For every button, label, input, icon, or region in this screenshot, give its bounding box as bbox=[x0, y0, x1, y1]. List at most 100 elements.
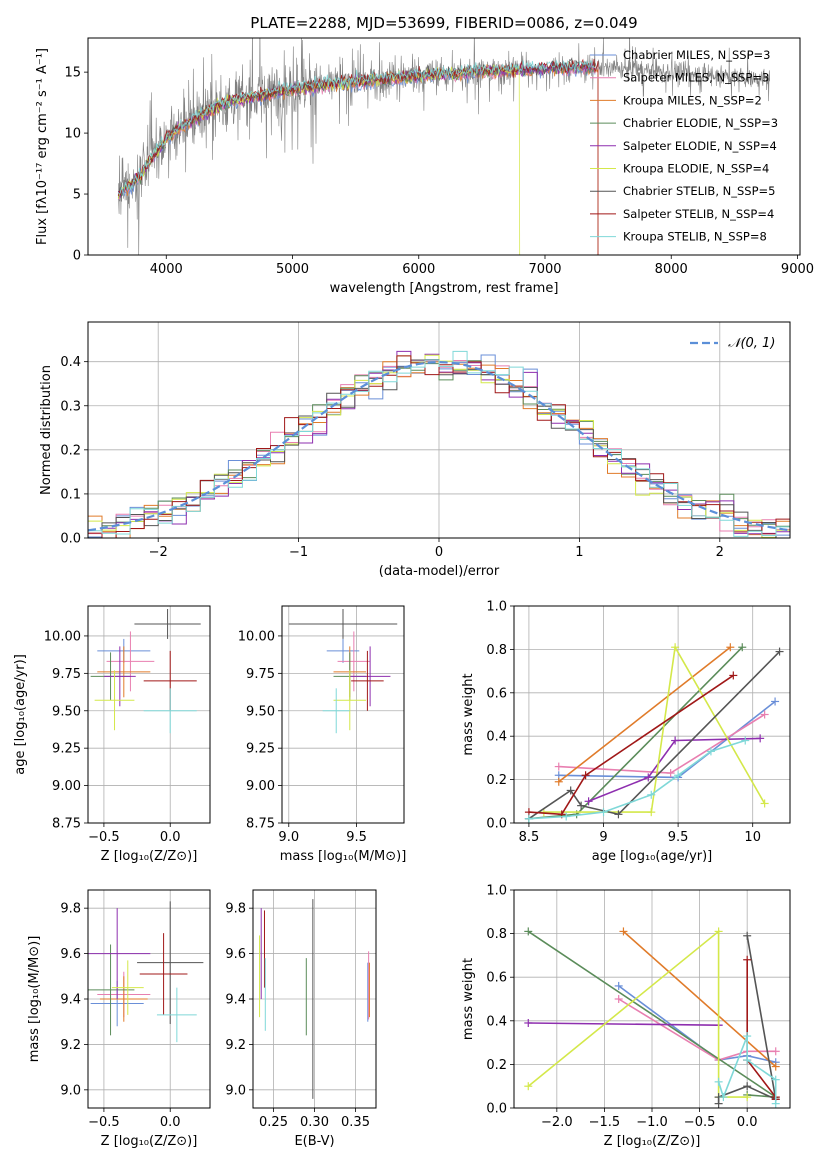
x-tick-label: 10 bbox=[744, 830, 761, 845]
y-axis-label: Normed distribution bbox=[39, 365, 54, 495]
mass-vs-extinction-panel: 0.25 0.30 0.35 9.0 9.2 9.4 9.6 9.8 E(B-V) bbox=[225, 889, 377, 1149]
ticks: 8.5 9 9.5 10 0.0 0.2 0.4 0.6 0.8 1.0 bbox=[486, 600, 761, 846]
legend-label-kroupa_elodie: Kroupa ELODIE, N_SSP=4 bbox=[623, 162, 769, 176]
axes-frame bbox=[513, 605, 791, 824]
x-axis-label: Z [log₁₀(Z/Z⊙)] bbox=[604, 1134, 701, 1149]
spectrum-panel: 4000 5000 6000 7000 8000 9000 0 5 10 15 wavelength… bbox=[35, 14, 814, 296]
y-tick-label: 9.25 bbox=[52, 742, 81, 757]
ticks: −0.5 0.0 8.75 9.00 9.25 9.50 9.75 10.00 bbox=[44, 629, 181, 845]
x-axis-label: mass [log₁₀(M/M⊙)] bbox=[280, 849, 407, 864]
y-tick-label: 9.25 bbox=[246, 742, 275, 757]
y-tick-label: 9.6 bbox=[225, 947, 246, 962]
ticks: −2.0 −1.5 −1.0 −0.5 0.0 0.0 0.2 0.4 0.6 0.8 1.0 bbox=[486, 884, 757, 1131]
x-tick-label: 0 bbox=[435, 545, 443, 560]
weight-line-salpeter_miles bbox=[618, 998, 776, 1061]
y-tick-label: 8.75 bbox=[52, 817, 81, 832]
y-tick-label: 9.00 bbox=[52, 779, 81, 794]
plot-area bbox=[288, 608, 398, 734]
y-tick-label: 0.1 bbox=[60, 487, 81, 502]
y-tick-label: 0.2 bbox=[486, 1058, 507, 1073]
y-axis-label: mass [log₁₀(M/M⊙)] bbox=[27, 936, 42, 1063]
x-tick-label: −1 bbox=[289, 545, 308, 560]
y-tick-label: 5 bbox=[73, 188, 81, 203]
y-tick-label: 0.2 bbox=[60, 443, 81, 458]
x-tick-label: 0.35 bbox=[341, 1115, 370, 1130]
chart-title: PLATE=2288, MJD=53699, FIBERID=0086, z=0… bbox=[250, 14, 637, 32]
plot-area bbox=[88, 350, 790, 538]
y-tick-label: 9.2 bbox=[60, 1038, 81, 1053]
y-tick-label: 0.8 bbox=[486, 643, 507, 658]
age-vs-mass-panel: 9.0 9.5 8.75 9.00 9.25 9.50 9.75 10.00 mass [log… bbox=[238, 605, 407, 864]
x-tick-label: −2 bbox=[149, 545, 168, 560]
x-tick-label: 2 bbox=[716, 545, 724, 560]
y-tick-label: 0 bbox=[73, 249, 81, 264]
mass-vs-metallicity-panel: −0.5 0.0 9.0 9.2 9.4 9.6 9.8 Z [log₁₀(Z/Z⊙)] mas… bbox=[27, 889, 211, 1149]
weight-line-salpeter_elodie bbox=[528, 1022, 719, 1026]
y-tick-label: 0.4 bbox=[486, 730, 507, 745]
y-tick-label: 9.8 bbox=[225, 902, 246, 917]
y-tick-label: 9.50 bbox=[52, 704, 81, 719]
y-axis-label: Flux [fλ10⁻¹⁷ erg cm⁻² s⁻¹ A⁻¹] bbox=[35, 48, 50, 245]
x-tick-label: 4000 bbox=[150, 262, 183, 277]
x-tick-label: 9000 bbox=[781, 262, 814, 277]
y-tick-label: 0.4 bbox=[486, 1014, 507, 1029]
weight-line-salpeter_stelib bbox=[528, 674, 734, 816]
ticks: −2 −1 0 1 2 0.0 0.1 0.2 0.3 0.4 bbox=[60, 355, 724, 560]
x-tick-label: 0.0 bbox=[737, 1115, 758, 1130]
y-tick-label: 9.50 bbox=[246, 704, 275, 719]
x-tick-label: 6000 bbox=[402, 262, 435, 277]
x-axis-label: Z [log₁₀(Z/Z⊙)] bbox=[101, 1134, 198, 1149]
y-tick-label: 0.0 bbox=[486, 1102, 507, 1117]
x-axis-label: Z [log₁₀(Z/Z⊙)] bbox=[101, 849, 198, 864]
y-tick-label: 9.00 bbox=[246, 779, 275, 794]
y-tick-label: 9.4 bbox=[225, 993, 246, 1008]
x-tick-label: 0.25 bbox=[259, 1115, 288, 1130]
y-tick-label: 9.75 bbox=[52, 667, 81, 682]
y-tick-label: 0.3 bbox=[60, 399, 81, 414]
plot-area bbox=[90, 608, 201, 734]
axes-frame bbox=[87, 37, 801, 256]
y-tick-label: 1.0 bbox=[486, 884, 507, 899]
weight-vs-age-panel: 8.5 9 9.5 10 0.0 0.2 0.4 0.6 0.8 1.0 age [log₁₀(ag… bbox=[461, 600, 791, 864]
y-tick-label: 9.2 bbox=[225, 1038, 246, 1053]
y-tick-label: 9.75 bbox=[246, 667, 275, 682]
y-axis-label: mass weight bbox=[461, 958, 476, 1040]
x-axis-label: (data-model)/error bbox=[379, 564, 500, 579]
plot-area bbox=[524, 927, 780, 1108]
weight-line-kroupa_miles bbox=[622, 930, 777, 1068]
y-tick-label: 9.0 bbox=[60, 1083, 81, 1098]
x-tick-label: 9.0 bbox=[278, 830, 299, 845]
y-tick-label: 8.75 bbox=[246, 817, 275, 832]
x-tick-label: 9.5 bbox=[346, 830, 367, 845]
gaussian-curve bbox=[88, 360, 790, 532]
y-axis-label: mass weight bbox=[461, 673, 476, 755]
x-tick-label: 5000 bbox=[276, 262, 309, 277]
spectrum-legend: Chabrier MILES, N_SSP=3 Salpeter MILES, N… bbox=[590, 48, 778, 244]
x-tick-label: 7000 bbox=[528, 262, 561, 277]
legend-label-salpeter_elodie: Salpeter ELODIE, N_SSP=4 bbox=[623, 139, 777, 153]
weight-line-kroupa_stelib bbox=[717, 1035, 777, 1104]
plot-area bbox=[88, 901, 204, 1043]
legend-label-chabrier_miles: Chabrier MILES, N_SSP=3 bbox=[623, 48, 770, 62]
x-tick-label: 9 bbox=[599, 830, 607, 845]
axes-frame bbox=[281, 605, 405, 824]
histogram-kroupa_stelib bbox=[88, 350, 790, 537]
legend-label-kroupa_stelib: Kroupa STELIB, N_SSP=8 bbox=[623, 230, 767, 244]
y-tick-label: 0.8 bbox=[486, 927, 507, 942]
y-tick-label: 9.8 bbox=[60, 902, 81, 917]
y-tick-label: 15 bbox=[64, 66, 81, 81]
weight-vs-metallicity-panel: −2.0 −1.5 −1.0 −0.5 0.0 0.0 0.2 0.4 0.6 0.8 1.0 Z [… bbox=[461, 884, 791, 1149]
y-tick-label: 10.00 bbox=[238, 629, 275, 644]
plot-area bbox=[117, 38, 770, 255]
residual-histogram-panel: −2 −1 0 1 2 0.0 0.1 0.2 0.3 0.4 (data-model)/error… bbox=[39, 321, 791, 579]
y-tick-label: 9.4 bbox=[60, 993, 81, 1008]
x-tick-label: −0.5 bbox=[88, 830, 120, 845]
axes-frame bbox=[87, 605, 211, 824]
x-tick-label: 9.5 bbox=[668, 830, 689, 845]
x-tick-label: 8000 bbox=[655, 262, 688, 277]
x-tick-label: −0.5 bbox=[88, 1115, 120, 1130]
ticks: 0.25 0.30 0.35 9.0 9.2 9.4 9.6 9.8 bbox=[225, 902, 370, 1130]
model-spectrum-kroupa_stelib bbox=[117, 59, 596, 196]
